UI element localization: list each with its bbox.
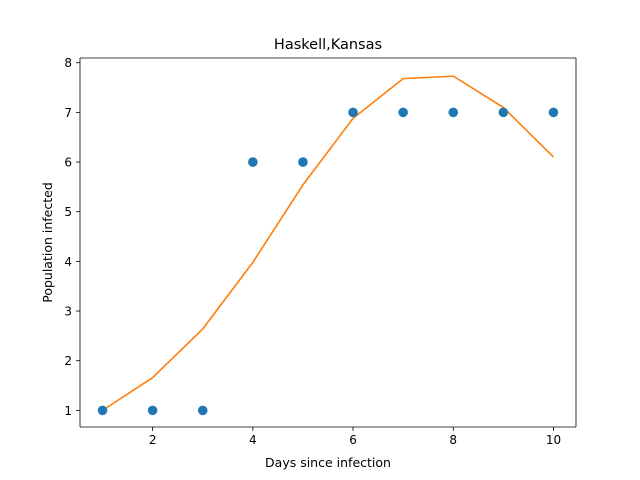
scatter-point — [298, 157, 308, 167]
y-tick-label: 6 — [64, 156, 72, 170]
y-tick-label: 3 — [64, 305, 72, 319]
x-tick-label: 4 — [249, 433, 257, 447]
scatter-point — [348, 107, 358, 118]
scatter-point — [197, 405, 208, 416]
y-axis-label: Population infected — [40, 182, 55, 303]
series-scatter — [97, 107, 559, 416]
y-tick-label: 8 — [64, 56, 72, 70]
chart-title: Haskell,Kansas — [274, 37, 382, 53]
x-tick-label: 10 — [546, 433, 561, 447]
scatter-point — [147, 405, 158, 416]
y-tick-label: 5 — [64, 205, 72, 219]
y-tick-label: 4 — [64, 255, 72, 269]
scatter-point — [248, 157, 258, 167]
x-tick-label: 8 — [449, 433, 457, 447]
scatter-point — [398, 107, 408, 118]
x-tick-label: 6 — [349, 433, 357, 447]
y-tick-label: 1 — [64, 404, 72, 418]
scatter-point — [448, 107, 459, 118]
series-line — [102, 75, 555, 412]
x-tick-label: 2 — [149, 433, 157, 447]
plot-frame — [79, 57, 577, 428]
y-tick-label: 2 — [64, 354, 72, 368]
scatter-point — [548, 107, 559, 118]
y-tick-label: 7 — [64, 106, 72, 120]
scatter-point — [97, 405, 108, 416]
plot-area — [80, 58, 576, 427]
x-axis-label: Days since infection — [265, 455, 391, 470]
scatter-point — [498, 107, 509, 118]
x-axis-ticks: 2 4 6 8 10 — [149, 427, 561, 447]
y-axis-ticks: 1 2 3 4 5 6 7 8 — [64, 56, 80, 418]
